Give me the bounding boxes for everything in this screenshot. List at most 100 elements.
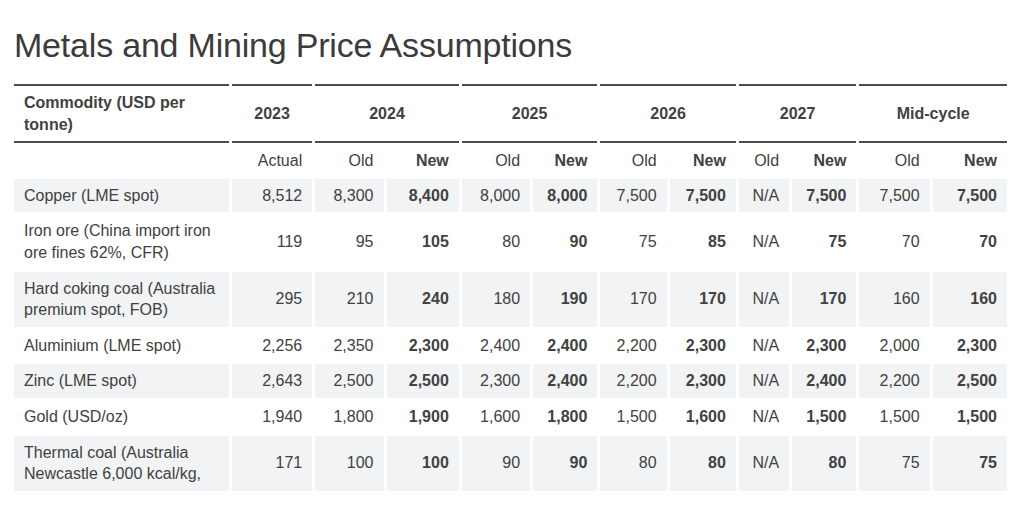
sub-header: Actual [232,145,312,177]
value-cell: 2,400 [533,364,597,398]
table-body: Copper (LME spot)8,5128,3008,4008,0008,0… [14,179,1007,491]
value-cell: 295 [232,272,312,327]
value-cell: 90 [533,436,597,491]
value-cell: 70 [859,214,929,269]
value-cell: 7,500 [670,179,736,213]
value-cell: 2,350 [315,329,383,363]
value-cell: 1,800 [533,400,597,434]
sub-header: Old [462,145,530,177]
sub-header: Old [859,145,929,177]
sub-header: New [533,145,597,177]
value-cell: 8,512 [232,179,312,213]
value-cell: 1,600 [462,400,530,434]
value-cell: N/A [739,364,789,398]
group-header: 2027 [739,84,856,143]
value-cell: 100 [387,436,459,491]
value-cell: 75 [933,436,1007,491]
value-cell: N/A [739,214,789,269]
value-cell: 171 [232,436,312,491]
value-cell: 2,300 [933,329,1007,363]
value-cell: 2,300 [670,364,736,398]
value-cell: 1,800 [315,400,383,434]
value-cell: 85 [670,214,736,269]
value-cell: 2,000 [859,329,929,363]
value-cell: 2,500 [315,364,383,398]
value-cell: 7,500 [792,179,856,213]
value-cell: 80 [462,214,530,269]
value-cell: 80 [600,436,666,491]
value-cell: 8,000 [462,179,530,213]
value-cell: 160 [859,272,929,327]
commodity-column-header: Commodity (USD per tonne) [14,84,229,143]
value-cell: 190 [533,272,597,327]
value-cell: 170 [670,272,736,327]
value-cell: 119 [232,214,312,269]
table-row: Zinc (LME spot)2,6432,5002,5002,3002,400… [14,364,1007,398]
value-cell: 170 [792,272,856,327]
value-cell: 95 [315,214,383,269]
value-cell: 100 [315,436,383,491]
sub-header: Old [739,145,789,177]
value-cell: 7,500 [859,179,929,213]
value-cell: 1,500 [859,400,929,434]
value-cell: N/A [739,436,789,491]
sub-header-spacer [14,145,229,177]
value-cell: 1,600 [670,400,736,434]
table-row: Thermal coal (Australia Newcastle 6,000 … [14,436,1007,491]
table-row: Copper (LME spot)8,5128,3008,4008,0008,0… [14,179,1007,213]
commodity-cell: Zinc (LME spot) [14,364,229,398]
sub-header: New [387,145,459,177]
commodity-cell: Thermal coal (Australia Newcastle 6,000 … [14,436,229,491]
value-cell: 2,400 [533,329,597,363]
table-row: Aluminium (LME spot)2,2562,3502,3002,400… [14,329,1007,363]
value-cell: 2,200 [859,364,929,398]
commodity-cell: Iron ore (China import iron ore fines 62… [14,214,229,269]
value-cell: 2,300 [387,329,459,363]
value-cell: 2,256 [232,329,312,363]
value-cell: 1,900 [387,400,459,434]
commodity-cell: Gold (USD/oz) [14,400,229,434]
value-cell: N/A [739,400,789,434]
group-header: 2024 [315,84,459,143]
value-cell: 8,400 [387,179,459,213]
group-header: 2026 [600,84,736,143]
table-row: Gold (USD/oz)1,9401,8001,9001,6001,8001,… [14,400,1007,434]
value-cell: 2,300 [670,329,736,363]
value-cell: 75 [600,214,666,269]
value-cell: 1,500 [792,400,856,434]
value-cell: 2,400 [792,364,856,398]
sub-header: New [792,145,856,177]
value-cell: 90 [462,436,530,491]
value-cell: N/A [739,179,789,213]
value-cell: 105 [387,214,459,269]
value-cell: 70 [933,214,1007,269]
sub-header-row: ActualOldNewOldNewOldNewOldNewOldNew [14,145,1007,177]
value-cell: 2,643 [232,364,312,398]
price-assumptions-table: Commodity (USD per tonne) 20232024202520… [11,82,1010,493]
value-cell: 75 [859,436,929,491]
value-cell: 1,500 [933,400,1007,434]
report-page: Metals and Mining Price Assumptions Comm… [0,26,1024,493]
value-cell: 2,500 [387,364,459,398]
table-row: Iron ore (China import iron ore fines 62… [14,214,1007,269]
value-cell: N/A [739,329,789,363]
value-cell: 7,500 [600,179,666,213]
value-cell: 80 [792,436,856,491]
value-cell: 160 [933,272,1007,327]
value-cell: 2,300 [792,329,856,363]
table-row: Hard coking coal (Australia premium spot… [14,272,1007,327]
value-cell: 240 [387,272,459,327]
commodity-cell: Hard coking coal (Australia premium spot… [14,272,229,327]
commodity-cell: Aluminium (LME spot) [14,329,229,363]
value-cell: 1,940 [232,400,312,434]
page-title: Metals and Mining Price Assumptions [14,26,1010,65]
group-header-row: Commodity (USD per tonne) 20232024202520… [14,84,1007,143]
sub-header: New [670,145,736,177]
value-cell: 2,200 [600,329,666,363]
value-cell: 1,500 [600,400,666,434]
value-cell: N/A [739,272,789,327]
value-cell: 8,300 [315,179,383,213]
value-cell: 7,500 [933,179,1007,213]
value-cell: 75 [792,214,856,269]
value-cell: 210 [315,272,383,327]
